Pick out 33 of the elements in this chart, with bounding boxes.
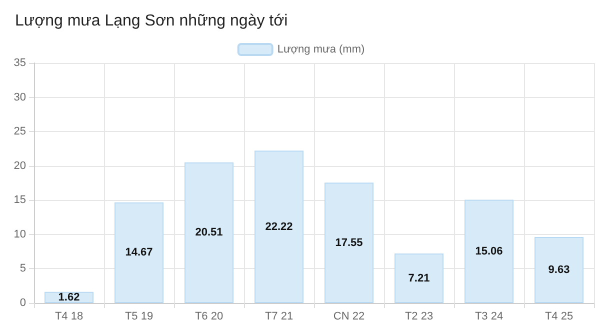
y-tick-label: 5 — [20, 262, 26, 275]
bar — [114, 202, 164, 303]
y-tick-label: 20 — [14, 160, 26, 172]
y-tick-label: 10 — [14, 228, 26, 240]
x-tick-label: T3 24 — [474, 310, 504, 322]
bar — [254, 150, 304, 303]
data-label: 15.06 — [475, 245, 503, 258]
data-label: 17.55 — [335, 236, 363, 249]
x-tick-label: T7 21 — [264, 310, 294, 322]
y-tick-label: 30 — [14, 91, 26, 104]
legend-label: Lượng mưa (mm) — [277, 44, 365, 56]
x-tick-label: T4 18 — [54, 310, 84, 322]
data-label: 22.22 — [265, 220, 293, 233]
chart-title: Lượng mưa Lạng Sơn những ngày tới — [15, 12, 288, 30]
x-tick-label: T6 20 — [194, 310, 224, 322]
data-label: 7.21 — [408, 272, 430, 284]
x-tick-label: T4 25 — [544, 310, 574, 322]
data-label: 9.63 — [548, 264, 570, 276]
y-tick-label: 0 — [20, 297, 26, 309]
bar — [464, 200, 514, 303]
data-label: 1.62 — [58, 291, 80, 304]
y-tick-label: 35 — [14, 57, 26, 69]
bar — [394, 254, 444, 303]
bar — [184, 162, 234, 303]
data-label: 14.67 — [125, 246, 153, 259]
y-tick-label: 25 — [14, 126, 26, 138]
bar — [534, 236, 584, 303]
x-tick-label: T5 19 — [124, 310, 154, 322]
x-tick-label: CN 22 — [333, 310, 365, 322]
x-tick-label: T2 23 — [404, 310, 434, 322]
y-tick-label: 15 — [14, 194, 26, 206]
bar — [324, 182, 374, 303]
data-label: 20.51 — [195, 226, 223, 239]
